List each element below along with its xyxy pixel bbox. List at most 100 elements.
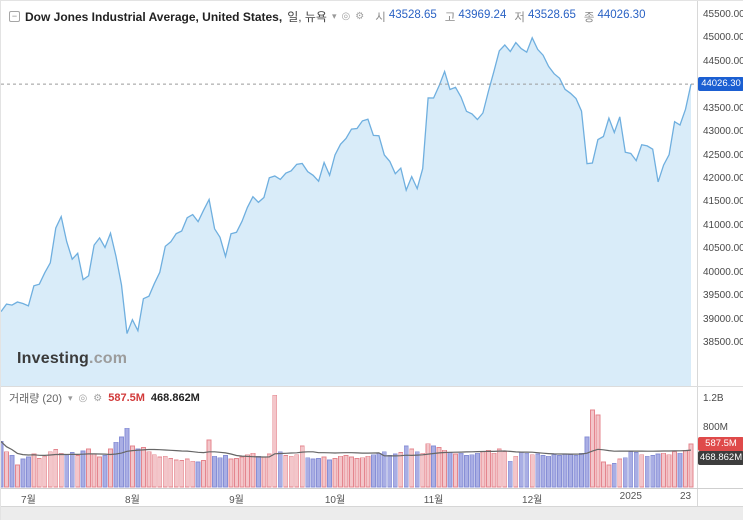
horizontal-scrollbar[interactable] xyxy=(1,506,743,520)
volume-bar[interactable] xyxy=(672,451,677,488)
volume-bar[interactable] xyxy=(288,455,294,488)
volume-bar[interactable] xyxy=(146,451,152,488)
volume-bar[interactable] xyxy=(179,460,185,488)
volume-bar[interactable] xyxy=(628,451,634,488)
volume-bar[interactable] xyxy=(392,453,398,488)
volume-bar[interactable] xyxy=(124,427,130,488)
volume-bar[interactable] xyxy=(20,458,26,488)
volume-bar[interactable] xyxy=(354,457,360,488)
volume-bar[interactable] xyxy=(140,446,146,488)
volume-bar[interactable] xyxy=(266,453,272,488)
price-area[interactable] xyxy=(1,37,691,387)
volume-bar[interactable] xyxy=(425,443,431,488)
volume-bar[interactable] xyxy=(496,448,502,488)
volume-bar[interactable] xyxy=(507,460,513,488)
volume-bar[interactable] xyxy=(349,456,354,488)
volume-bar[interactable] xyxy=(442,449,448,488)
volume-bar[interactable] xyxy=(97,456,102,488)
visibility-icon[interactable]: ◎ xyxy=(341,11,351,22)
volume-bar[interactable] xyxy=(661,452,666,488)
volume-bar[interactable] xyxy=(217,457,223,488)
volume-bar[interactable] xyxy=(611,463,617,488)
volume-settings-icon[interactable]: ⚙ xyxy=(93,392,103,404)
volume-bar[interactable] xyxy=(9,455,15,488)
volume-bar[interactable] xyxy=(464,455,469,488)
volume-bar[interactable] xyxy=(206,439,212,488)
volume-bar[interactable] xyxy=(502,451,508,488)
volume-bar[interactable] xyxy=(617,458,623,488)
volume-bar[interactable] xyxy=(458,452,464,488)
volume-bar[interactable] xyxy=(633,452,639,488)
volume-bar[interactable] xyxy=(316,457,322,488)
volume-bar[interactable] xyxy=(568,454,573,488)
volume-bar[interactable] xyxy=(151,454,157,488)
volume-visibility-icon[interactable]: ◎ xyxy=(78,392,88,404)
volume-bar[interactable] xyxy=(529,454,535,488)
volume-bar[interactable] xyxy=(223,455,228,488)
volume-bar[interactable] xyxy=(283,455,289,488)
volume-bar[interactable] xyxy=(644,455,650,488)
volume-bar[interactable] xyxy=(414,451,420,488)
volume-bar[interactable] xyxy=(244,454,250,488)
volume-bar[interactable] xyxy=(595,414,601,488)
volume-bar[interactable] xyxy=(469,454,475,488)
volume-bar[interactable] xyxy=(491,452,497,488)
volume-bar[interactable] xyxy=(688,443,694,488)
volume-bar[interactable] xyxy=(409,448,415,488)
volume-bar[interactable] xyxy=(403,445,409,488)
volume-bar[interactable] xyxy=(113,441,119,488)
volume-chevron-down-icon[interactable]: ▾ xyxy=(67,392,73,403)
volume-bar[interactable] xyxy=(157,456,163,488)
volume-bar[interactable] xyxy=(370,454,376,488)
volume-bar[interactable] xyxy=(14,464,20,488)
volume-bar[interactable] xyxy=(666,454,672,488)
volume-bar[interactable] xyxy=(299,445,305,488)
volume-bar[interactable] xyxy=(606,464,612,488)
volume-bar[interactable] xyxy=(129,445,135,488)
volume-bar[interactable] xyxy=(359,457,365,488)
volume-bar[interactable] xyxy=(431,445,437,488)
volume-bar[interactable] xyxy=(201,460,207,488)
volume-bar[interactable] xyxy=(485,449,491,488)
volume-bar[interactable] xyxy=(31,453,37,488)
volume-bar[interactable] xyxy=(650,455,656,488)
volume-bar[interactable] xyxy=(162,455,168,488)
volume-bar[interactable] xyxy=(25,456,31,488)
collapse-panel-icon[interactable]: − xyxy=(9,11,20,22)
volume-bar[interactable] xyxy=(4,451,9,488)
volume-bar[interactable] xyxy=(622,457,628,488)
volume-bar[interactable] xyxy=(58,452,64,488)
volume-bar[interactable] xyxy=(195,461,201,488)
volume-bar[interactable] xyxy=(250,452,256,488)
volume-bar[interactable] xyxy=(601,461,606,488)
volume-bar[interactable] xyxy=(540,455,546,488)
volume-bar[interactable] xyxy=(420,452,426,488)
volume-bar[interactable] xyxy=(47,451,53,488)
chevron-down-icon[interactable]: ▾ xyxy=(331,11,337,21)
volume-bar[interactable] xyxy=(535,453,541,488)
volume-bar[interactable] xyxy=(135,448,141,488)
volume-bar[interactable] xyxy=(387,455,393,488)
volume-bar[interactable] xyxy=(480,451,486,488)
volume-bar[interactable] xyxy=(69,452,75,488)
volume-bar[interactable] xyxy=(173,459,179,488)
volume-bar[interactable] xyxy=(376,452,382,488)
volume-bar[interactable] xyxy=(573,455,579,488)
volume-bar[interactable] xyxy=(562,453,568,488)
volume-bar[interactable] xyxy=(557,455,562,488)
volume-bar[interactable] xyxy=(53,449,59,488)
volume-bar[interactable] xyxy=(551,454,557,488)
volume-bar[interactable] xyxy=(436,446,442,488)
volume-bar[interactable] xyxy=(294,454,300,488)
volume-bar[interactable] xyxy=(239,456,245,488)
volume-bar[interactable] xyxy=(91,453,97,488)
volume-bar[interactable] xyxy=(683,449,688,488)
volume-bar[interactable] xyxy=(310,458,316,488)
volume-bar[interactable] xyxy=(327,459,333,488)
volume-bar[interactable] xyxy=(212,455,218,488)
volume-bar[interactable] xyxy=(190,460,196,488)
volume-bar[interactable] xyxy=(524,452,530,488)
volume-bar[interactable] xyxy=(584,436,590,488)
volume-bar[interactable] xyxy=(234,457,239,488)
volume-bar[interactable] xyxy=(453,453,458,488)
